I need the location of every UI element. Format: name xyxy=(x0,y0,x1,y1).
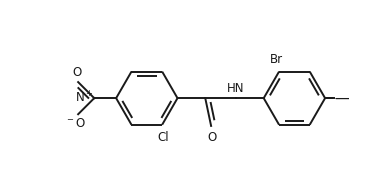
Text: $^-$O: $^-$O xyxy=(65,117,86,130)
Text: O: O xyxy=(73,66,82,79)
Text: Cl: Cl xyxy=(157,131,169,144)
Text: N$^+$: N$^+$ xyxy=(75,91,94,106)
Text: O: O xyxy=(207,131,217,144)
Text: —: — xyxy=(334,91,349,106)
Text: —: — xyxy=(335,92,346,105)
Text: Br: Br xyxy=(270,53,283,67)
Text: HN: HN xyxy=(227,82,244,95)
